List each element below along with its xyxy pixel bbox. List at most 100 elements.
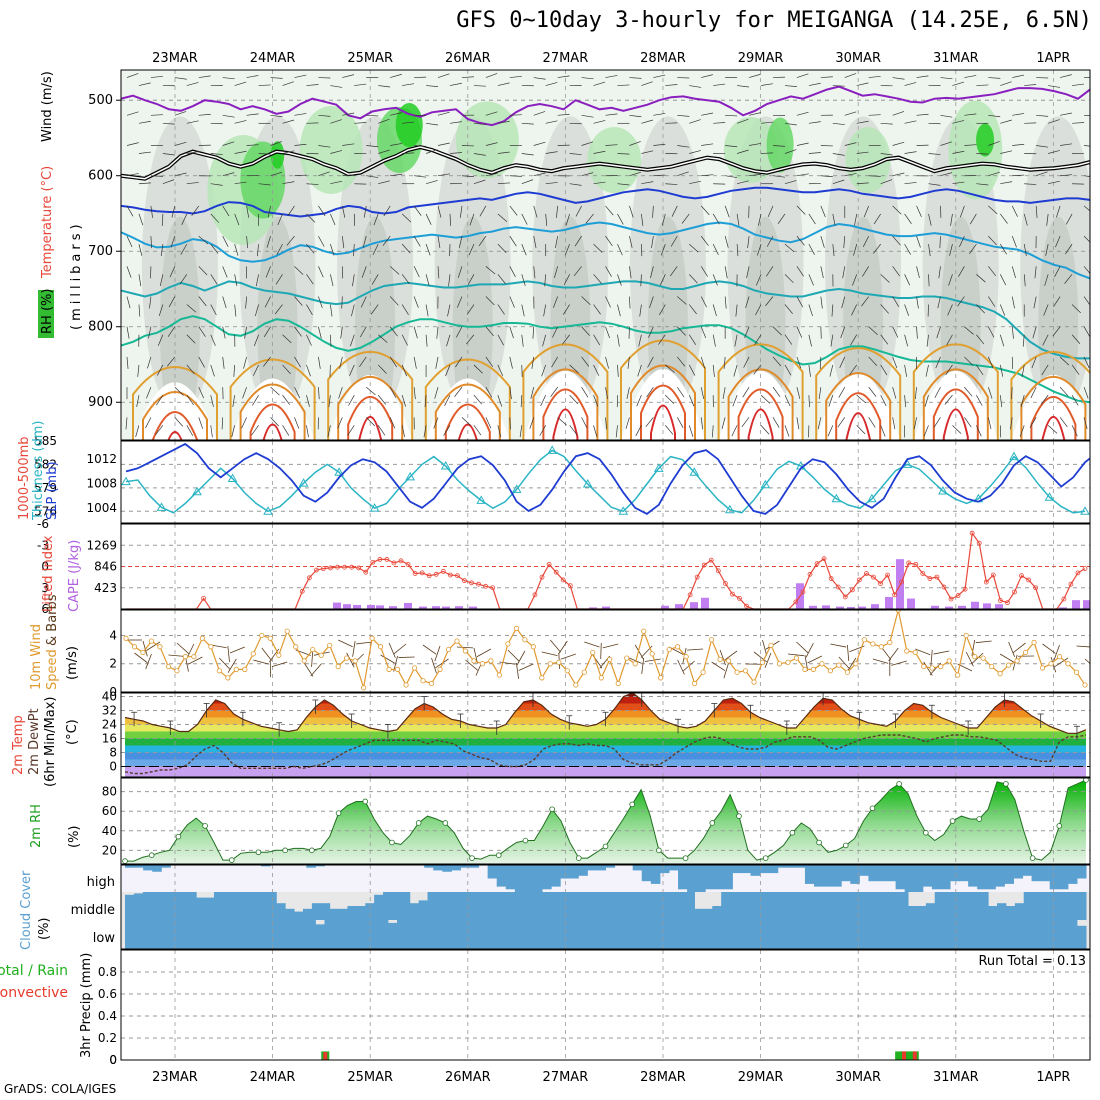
wind-barb-10m: [431, 657, 437, 674]
wind-barb: [434, 387, 439, 399]
wind-barb-10m: [1012, 642, 1026, 654]
precip-tick-label: 0: [109, 1053, 117, 1067]
wind-barb: [485, 326, 494, 337]
temperature-contour: [121, 280, 1090, 360]
wind-barb: [976, 153, 989, 155]
wind-barb: [689, 274, 698, 284]
date-label-top: 26MAR: [445, 51, 491, 66]
rh-area: [125, 780, 1086, 864]
li-marker: [1075, 570, 1081, 576]
wind-barb: [1083, 326, 1090, 338]
wind-barb: [593, 334, 601, 346]
cloud-bar: [442, 920, 452, 949]
wind-barb: [485, 73, 498, 78]
wind-barb: [796, 73, 809, 78]
cloud-bar: [916, 906, 927, 920]
wind-barb: [700, 205, 710, 216]
wind-barb: [605, 266, 612, 277]
wind-barb: [210, 274, 218, 285]
wind-barb: [880, 394, 887, 406]
warm-contour: [825, 372, 892, 440]
wind-barb: [808, 395, 810, 408]
li-marker: [997, 598, 1003, 603]
wind-barb: [665, 84, 678, 86]
cloud-bar: [302, 908, 313, 920]
wind-barb: [1012, 113, 1025, 116]
wind-barb: [629, 141, 641, 146]
wind-barb: [234, 120, 247, 124]
wind-barb: [772, 386, 781, 398]
wind-barb: [330, 334, 332, 347]
wind-barb: [828, 395, 834, 407]
wind-barb: [138, 151, 151, 154]
wind-barb: [1096, 86, 1100, 87]
wind-barb: [593, 120, 606, 124]
wind-speed-marker: [344, 655, 350, 661]
wind-barb: [1011, 266, 1016, 278]
cloud-bar: [786, 865, 797, 868]
cloud-bar: [895, 920, 906, 949]
wind-barb: [940, 77, 953, 80]
cape-bar: [907, 598, 915, 609]
wind-speed-marker: [530, 644, 536, 650]
cloud-bar: [1041, 892, 1051, 920]
wind-speed-marker: [420, 678, 426, 684]
wind-barb-10m: [723, 650, 738, 661]
li-marker: [800, 589, 806, 595]
wind-barb: [270, 77, 283, 79]
wind-barb: [169, 266, 176, 278]
wind-barb: [234, 81, 247, 86]
cloud-bar: [922, 865, 933, 887]
cloud-bar: [922, 920, 933, 949]
date-label-top: 27MAR: [543, 51, 589, 66]
wind-speed-marker: [301, 658, 307, 664]
wind-barb: [1083, 387, 1089, 399]
date-label-top: 23MAR: [152, 51, 198, 66]
wind-barb: [1054, 266, 1061, 278]
li-marker: [356, 565, 362, 571]
warm-contour: [620, 339, 706, 440]
cloud-bar: [877, 865, 888, 882]
wind-barb: [734, 334, 738, 347]
date-label-top: 1APR: [1036, 51, 1070, 66]
wind-barb: [796, 387, 801, 399]
wind-barb: [306, 364, 311, 377]
cloud-bar: [940, 920, 951, 949]
cloud-bar: [678, 920, 688, 949]
wind-barb-10m: [380, 654, 395, 664]
slp-ylabel: SLP (mb): [45, 461, 60, 520]
warm-contour: [1030, 395, 1077, 440]
wind-barb-10m: [602, 643, 619, 649]
wind-barb: [772, 175, 785, 178]
wind-barb: [665, 364, 675, 373]
thickness-marker: [334, 467, 344, 476]
wind-barb: [760, 425, 770, 435]
wind-barb: [964, 326, 974, 335]
cloud-bar: [614, 892, 624, 920]
li-marker: [1019, 573, 1024, 579]
wind-speed-marker: [318, 652, 324, 658]
wind-barb: [210, 395, 214, 407]
wind-barb: [426, 122, 439, 126]
wind-barb: [360, 296, 367, 308]
wind-barb: [198, 356, 205, 368]
wind-barb: [964, 113, 977, 116]
wind-barb: [342, 143, 355, 146]
wind-barb: [892, 417, 896, 430]
cloud-bar: [649, 892, 660, 920]
cloud-bar: [365, 903, 375, 920]
wind-barb: [531, 356, 535, 369]
wind-barb: [772, 356, 782, 367]
wind-barb-10m: [145, 653, 152, 670]
wind-barb: [147, 356, 152, 369]
wind-speed-marker: [819, 661, 825, 667]
thickness-marker: [938, 485, 948, 495]
cloud-bar: [908, 906, 918, 920]
wind-barb: [174, 172, 187, 177]
rh-marker: [762, 855, 769, 861]
wind-barb: [402, 121, 415, 124]
wind-barb: [473, 425, 482, 436]
wind-barb: [1096, 395, 1098, 407]
wind-barb: [617, 243, 623, 256]
wind-speed-marker: [844, 669, 850, 675]
